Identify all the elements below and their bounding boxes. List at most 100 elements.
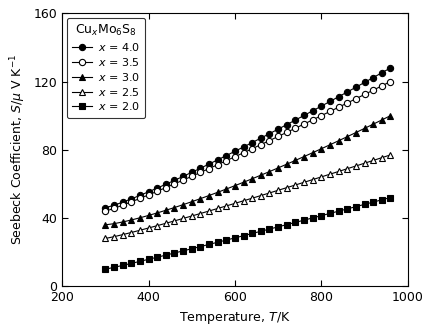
$x$ = 3.0: [258, 173, 264, 177]
$x$ = 4.0: [371, 75, 376, 79]
$x$ = 3.0: [276, 166, 281, 170]
$x$ = 3.0: [353, 131, 359, 135]
$x$ = 3.5: [120, 203, 125, 207]
$x$ = 3.5: [189, 174, 194, 178]
$x$ = 3.5: [362, 93, 367, 97]
$x$ = 2.5: [181, 216, 186, 220]
$x$ = 4.0: [302, 114, 307, 118]
$x$ = 3.5: [293, 126, 298, 130]
$x$ = 4.0: [336, 95, 341, 99]
$x$ = 3.0: [371, 122, 376, 126]
$x$ = 4.0: [284, 123, 289, 127]
$x$ = 3.0: [327, 143, 333, 147]
$x$ = 4.0: [388, 66, 393, 70]
$x$ = 3.5: [198, 170, 203, 174]
$x$ = 2.5: [111, 235, 117, 239]
$x$ = 2.0: [258, 229, 264, 233]
$x$ = 4.0: [137, 193, 143, 197]
$x$ = 4.0: [310, 109, 315, 113]
$x$ = 4.0: [250, 141, 255, 145]
$x$ = 2.0: [129, 262, 134, 266]
$x$ = 2.5: [388, 153, 393, 157]
$x$ = 2.5: [336, 169, 341, 173]
$x$ = 4.0: [327, 100, 333, 104]
$x$ = 4.0: [345, 90, 350, 94]
$x$ = 3.5: [336, 105, 341, 109]
$x$ = 3.0: [241, 180, 246, 184]
$x$ = 2.0: [146, 257, 151, 261]
$x$ = 2.5: [129, 230, 134, 234]
$x$ = 2.0: [198, 244, 203, 248]
$x$ = 3.5: [258, 143, 264, 147]
$x$ = 2.0: [388, 195, 393, 199]
$x$ = 3.5: [371, 88, 376, 92]
$x$ = 2.0: [319, 214, 324, 218]
Legend: $x$ = 4.0, $x$ = 3.5, $x$ = 3.0, $x$ = 2.5, $x$ = 2.0: $x$ = 4.0, $x$ = 3.5, $x$ = 3.0, $x$ = 2…: [67, 18, 146, 118]
$x$ = 2.5: [362, 161, 367, 165]
$x$ = 3.5: [146, 193, 151, 197]
$x$ = 4.0: [206, 162, 212, 166]
$x$ = 2.5: [319, 175, 324, 179]
$x$ = 2.5: [267, 191, 272, 195]
$x$ = 2.5: [198, 211, 203, 215]
$x$ = 3.0: [146, 213, 151, 217]
$x$ = 3.5: [137, 196, 143, 200]
$x$ = 2.5: [241, 199, 246, 203]
$x$ = 3.5: [206, 167, 212, 171]
$x$ = 4.0: [103, 206, 108, 210]
$x$ = 2.0: [163, 253, 168, 257]
$x$ = 2.0: [120, 264, 125, 268]
$x$ = 2.5: [345, 167, 350, 171]
Line: $x$ = 4.0: $x$ = 4.0: [102, 65, 394, 211]
$x$ = 3.0: [293, 158, 298, 162]
$x$ = 2.0: [224, 238, 229, 242]
$x$ = 2.5: [379, 156, 384, 160]
Y-axis label: Seebeck Coefficient, $S$/$\mu$ V K$^{-1}$: Seebeck Coefficient, $S$/$\mu$ V K$^{-1}…: [8, 54, 28, 245]
$x$ = 4.0: [129, 197, 134, 201]
$x$ = 2.0: [111, 266, 117, 270]
$x$ = 4.0: [379, 71, 384, 75]
$x$ = 2.5: [215, 206, 220, 210]
$x$ = 3.5: [163, 186, 168, 190]
$x$ = 3.0: [302, 155, 307, 159]
$x$ = 3.5: [215, 163, 220, 167]
$x$ = 2.0: [302, 218, 307, 222]
$x$ = 2.0: [267, 227, 272, 231]
$x$ = 3.0: [388, 114, 393, 118]
$x$ = 2.5: [224, 204, 229, 208]
$x$ = 4.0: [276, 127, 281, 131]
$x$ = 2.0: [206, 242, 212, 246]
$x$ = 2.0: [327, 211, 333, 215]
$x$ = 3.5: [111, 206, 117, 210]
$x$ = 3.5: [319, 114, 324, 118]
$x$ = 2.5: [232, 201, 238, 205]
$x$ = 2.5: [276, 188, 281, 192]
$x$ = 2.0: [284, 223, 289, 227]
$x$ = 3.0: [172, 205, 177, 209]
$x$ = 3.5: [241, 151, 246, 155]
$x$ = 2.0: [250, 231, 255, 235]
$x$ = 3.0: [267, 170, 272, 174]
$x$ = 3.0: [310, 151, 315, 155]
$x$ = 4.0: [215, 158, 220, 162]
$x$ = 4.0: [163, 182, 168, 186]
$x$ = 2.0: [241, 234, 246, 238]
$x$ = 2.5: [163, 221, 168, 225]
$x$ = 3.0: [163, 208, 168, 212]
$x$ = 3.0: [319, 147, 324, 151]
$x$ = 2.0: [155, 255, 160, 259]
$x$ = 3.0: [181, 203, 186, 207]
X-axis label: Temperature, $T$/K: Temperature, $T$/K: [179, 310, 291, 326]
$x$ = 2.5: [155, 224, 160, 228]
$x$ = 3.0: [137, 216, 143, 220]
$x$ = 2.5: [103, 236, 108, 240]
$x$ = 3.5: [353, 97, 359, 101]
$x$ = 2.5: [258, 194, 264, 198]
$x$ = 2.5: [146, 226, 151, 230]
$x$ = 4.0: [241, 145, 246, 149]
$x$ = 3.0: [284, 162, 289, 166]
$x$ = 2.5: [172, 219, 177, 223]
$x$ = 3.0: [232, 184, 238, 188]
Line: $x$ = 3.5: $x$ = 3.5: [102, 78, 394, 214]
$x$ = 3.0: [336, 139, 341, 143]
